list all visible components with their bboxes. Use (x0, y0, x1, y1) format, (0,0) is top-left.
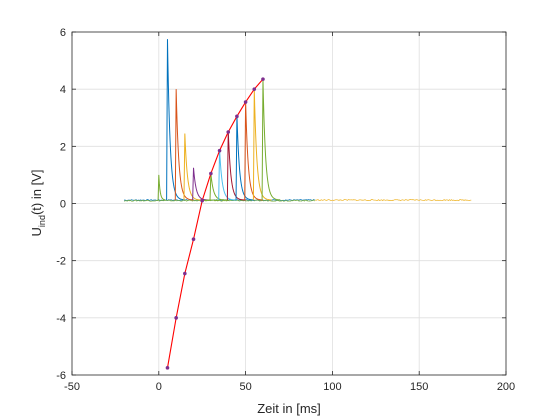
pulse-line (166, 39, 185, 201)
y-tick-label: 6 (60, 27, 66, 39)
fit-point (243, 100, 248, 104)
y-tick-label: -4 (56, 313, 66, 325)
x-tick-label: 50 (239, 381, 251, 393)
grid-lines (72, 32, 506, 375)
pulse-line (244, 100, 263, 201)
pulse-line (235, 114, 255, 201)
pulse-line (252, 89, 272, 201)
y-axis-label: Uind(t) in [V] (29, 170, 47, 237)
y-tick-label: -2 (56, 256, 66, 268)
x-tick-label: 100 (323, 381, 341, 393)
fit-point (209, 171, 213, 176)
y-tick-label: 2 (60, 141, 66, 153)
x-axis-ticks: -50 0 50 100 150 200 (64, 32, 515, 393)
pulse-line (183, 133, 203, 201)
fit-point (200, 198, 204, 203)
pulse-series (157, 39, 281, 202)
pulse-line (226, 130, 246, 201)
y-tick-label: 4 (60, 84, 66, 96)
noise-trace (314, 199, 472, 202)
x-tick-label: -50 (64, 381, 80, 393)
pulse-line (209, 173, 229, 201)
pre-trigger-blip (157, 174, 166, 201)
fit-point (252, 87, 257, 91)
y-axis-ticks: -6 -4 -2 0 2 4 6 (56, 27, 506, 382)
fit-point (217, 148, 222, 153)
fit-point (261, 77, 265, 81)
fit-point (235, 114, 239, 119)
x-axis-label: Zeit in [ms] (257, 401, 321, 416)
y-tick-label: 0 (60, 199, 66, 211)
y-tick-label: -6 (56, 370, 66, 382)
fit-point (174, 316, 178, 320)
fit-point (183, 271, 187, 276)
pulse-line (201, 199, 220, 202)
x-tick-label: 0 (156, 381, 162, 393)
fit-curve-group (165, 77, 265, 370)
x-tick-label: 200 (497, 381, 515, 393)
y-axis-label-main: U (29, 227, 44, 236)
x-tick-label: 150 (410, 381, 428, 393)
y-axis-label-rest: (t) in [V] (29, 170, 44, 216)
pulse-line (174, 89, 194, 201)
pulse-line (218, 149, 237, 201)
fit-point (226, 130, 231, 134)
fit-point (191, 237, 196, 242)
pulse-line (261, 79, 281, 201)
fit-curve (166, 78, 264, 368)
y-axis-label-subscript: ind (37, 215, 47, 227)
fit-point (165, 366, 170, 370)
